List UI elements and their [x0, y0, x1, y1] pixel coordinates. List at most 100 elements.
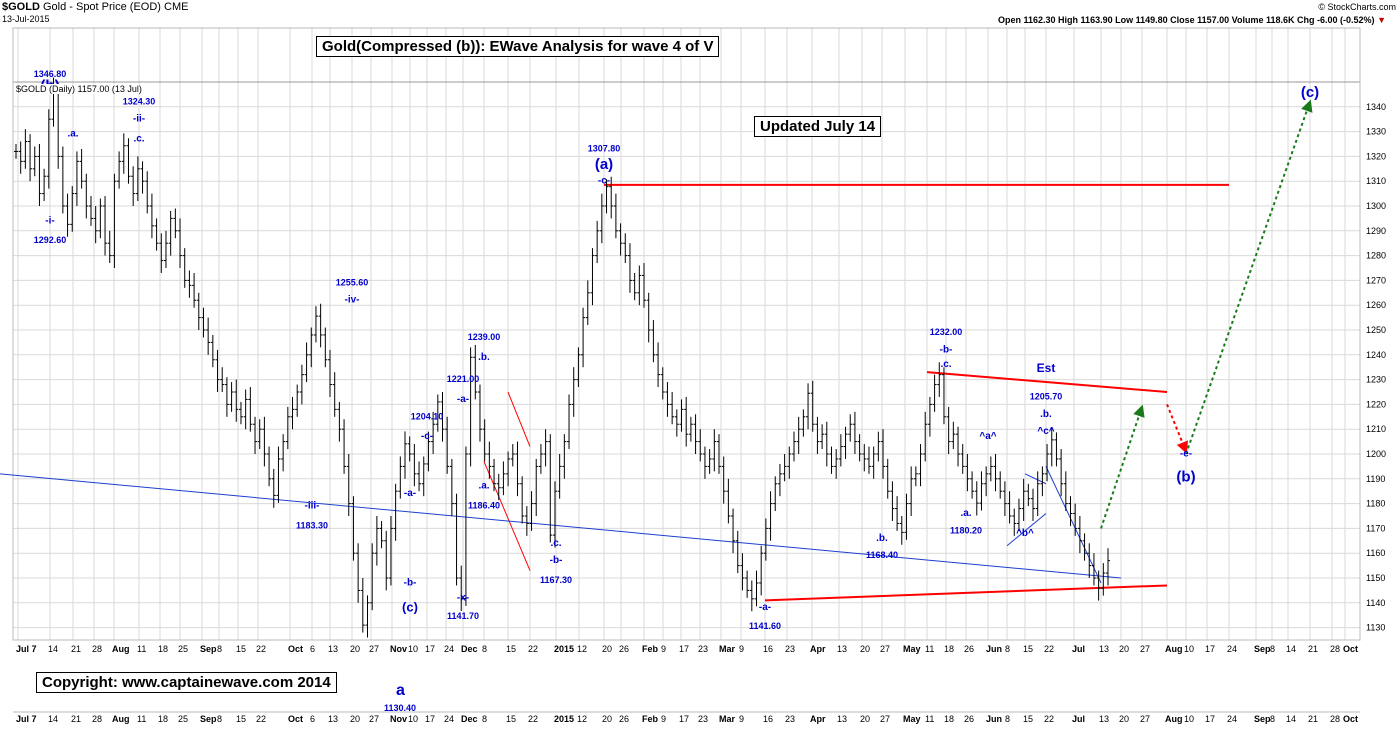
price-bar — [824, 421, 829, 467]
price-bar — [740, 553, 745, 591]
x-tick-label: 9 — [739, 714, 744, 724]
price-bar — [510, 444, 515, 467]
wave-label: .c. — [133, 134, 144, 145]
price-bar — [909, 466, 914, 516]
projection-arrow-long — [1185, 99, 1313, 455]
price-bar — [567, 394, 572, 450]
y-tick-label: 1300 — [1366, 201, 1386, 211]
price-bar — [281, 434, 286, 472]
price-bar — [956, 426, 961, 467]
price-bar — [595, 220, 600, 264]
x-tick-label: Jun — [986, 644, 1002, 654]
price-bar — [135, 156, 140, 202]
price-bar — [192, 272, 197, 308]
y-tick-label: 1180 — [1366, 499, 1385, 509]
x-tick-label: Dec — [461, 644, 478, 654]
channel-line — [1045, 466, 1102, 584]
x-tick-label: Jul 7 — [16, 644, 37, 654]
price-bar — [726, 478, 731, 524]
price-bar — [365, 595, 370, 638]
price-bar — [562, 434, 567, 479]
price-bar — [1016, 498, 1021, 531]
x-tick-label: 12 — [577, 644, 587, 654]
price-bar — [524, 506, 529, 536]
price-bar — [768, 491, 773, 541]
x-tick-label: 8 — [482, 644, 487, 654]
price-bar — [196, 292, 201, 330]
price-bar — [98, 198, 103, 239]
price-bar — [88, 196, 93, 226]
price-bar — [881, 429, 886, 479]
price-bar — [402, 431, 407, 479]
y-tick-label: 1190 — [1366, 474, 1385, 484]
ohlc-readout: Open 1162.30 High 1163.90 Low 1149.80 Cl… — [998, 15, 1386, 25]
price-bar — [370, 543, 375, 611]
wave-label: 1141.60 — [749, 621, 781, 631]
price-bar — [866, 446, 871, 474]
price-bar — [637, 265, 642, 306]
y-tick-label: 1270 — [1366, 275, 1386, 285]
price-bar — [651, 320, 656, 363]
x-tick-label: 17 — [425, 644, 435, 654]
x-tick-label: 27 — [1140, 644, 1150, 654]
price-bar — [974, 481, 979, 516]
wave-label: .b. — [876, 533, 888, 544]
price-bar — [337, 401, 342, 442]
price-bar — [449, 458, 454, 516]
x-tick-label: 10 — [1184, 714, 1194, 724]
price-bar — [618, 223, 623, 256]
price-bar — [103, 196, 108, 256]
price-bar — [1031, 488, 1036, 521]
price-bar — [998, 471, 1003, 499]
x-tick-label: Jun — [986, 714, 1002, 724]
y-tick-label: 1280 — [1366, 251, 1386, 261]
price-bar — [187, 270, 192, 298]
price-bar — [1077, 516, 1082, 554]
price-bar — [1012, 508, 1017, 536]
wave-label: -c- — [421, 431, 433, 442]
price-bar — [1007, 491, 1012, 524]
x-tick-label: Oct — [1343, 644, 1358, 654]
price-bar — [46, 109, 51, 189]
price-bar — [332, 372, 337, 417]
price-bar — [1045, 444, 1050, 482]
price-bar — [754, 570, 759, 607]
wave-label: -a- — [759, 602, 771, 613]
wave-label: -ii- — [133, 114, 145, 125]
price-bar — [238, 401, 243, 425]
price-bar — [829, 446, 834, 474]
price-bar — [1002, 481, 1007, 516]
price-bar — [890, 481, 895, 521]
price-bar — [862, 444, 867, 472]
x-tick-label: Apr — [810, 644, 826, 654]
price-bar — [937, 362, 942, 397]
price-bar — [253, 416, 258, 454]
x-tick-label: 10 — [1184, 644, 1194, 654]
price-bar — [688, 416, 693, 442]
y-tick-label: 1330 — [1366, 127, 1386, 137]
x-tick-label: 26 — [964, 714, 974, 724]
price-bar — [435, 394, 440, 432]
price-bar — [126, 138, 131, 184]
annotations: 1346.80 (b) .a. -i- 1292.60 1324.30 -ii- .c. 125… — [34, 69, 1319, 631]
price-bar — [313, 306, 318, 343]
price-bar — [356, 543, 361, 603]
price-bar — [674, 409, 679, 437]
x-tick-label: 9 — [661, 644, 666, 654]
price-bar — [267, 446, 272, 487]
symbol-header: $GOLD Gold - Spot Price (EOD) CME — [2, 1, 188, 13]
plot-frame — [12, 81, 1361, 641]
wave-label: 1186.40 — [468, 501, 500, 511]
wave-label: -a- — [457, 394, 469, 405]
y-tick-label: 1220 — [1366, 399, 1386, 409]
price-bar — [646, 292, 651, 343]
price-bar — [210, 334, 215, 368]
price-bar — [885, 458, 890, 499]
x-tick-label: 14 — [48, 714, 58, 724]
x-tick-label: Mar — [719, 644, 736, 654]
price-bar — [229, 382, 234, 412]
x-tick-label: 23 — [698, 644, 708, 654]
price-bar — [323, 327, 328, 368]
price-bar — [398, 456, 403, 499]
